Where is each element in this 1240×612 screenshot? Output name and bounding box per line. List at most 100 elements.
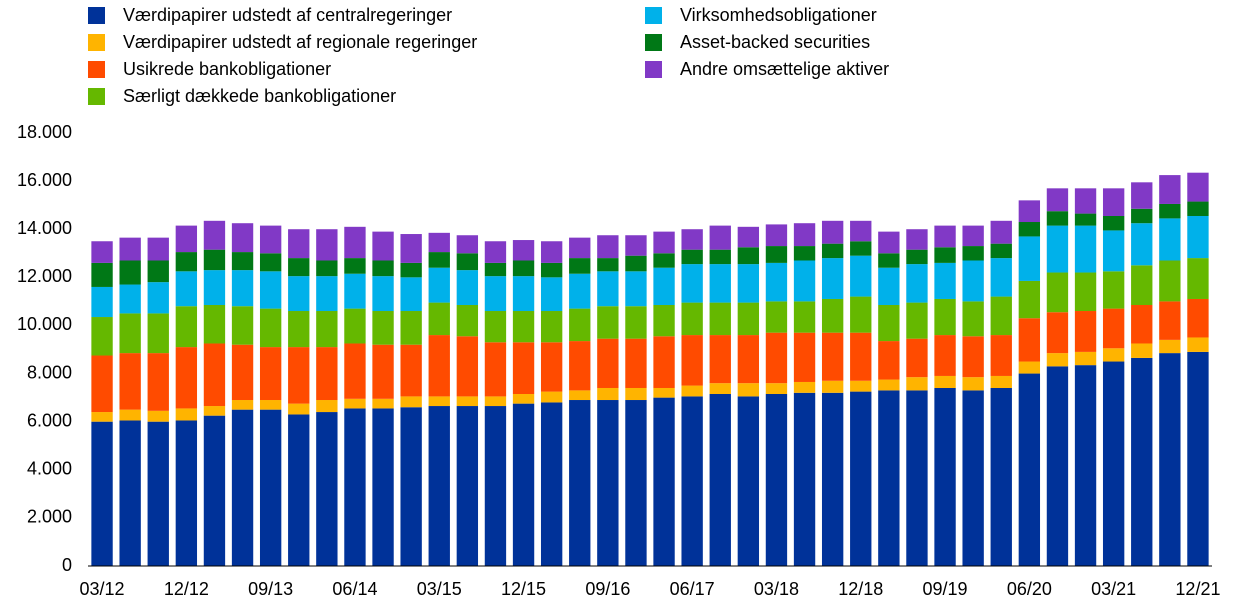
bar-segment [569,390,591,401]
bar-segment [821,220,844,244]
bar-segment [316,276,338,312]
bar-segment [1159,175,1181,204]
bar-segment [737,335,760,384]
bar-segment [203,270,226,305]
bar-segment [175,420,198,566]
bar-segment [456,304,479,337]
bar-segment [484,396,507,407]
bar-segment [540,311,563,343]
bar-segment [512,260,535,277]
bar-segment [91,421,113,566]
bar-segment [821,243,844,259]
bar-segment [878,390,900,566]
bar-segment [681,249,703,265]
bar-segment [878,341,900,380]
bar-segment [821,380,844,393]
bar-segment [1018,318,1041,362]
bar-segment [428,267,450,303]
bar-segment [288,311,310,348]
x-tick-label: 06/17 [670,579,715,599]
bar-segment [288,276,310,312]
bar-segment [653,253,675,268]
x-tick-label: 09/16 [585,579,630,599]
bar-segment [597,258,619,272]
bar-segment [456,270,479,305]
bar-segment [597,400,619,566]
bar-segment [625,306,647,339]
bar-segment [344,308,366,344]
bar-segment [91,262,113,287]
bar-segment [681,385,703,397]
bar-segment [990,296,1012,336]
bar-segment [709,383,731,395]
bar-segment [906,249,928,265]
bar-segment [709,264,731,303]
bar-segment [934,262,956,299]
bar-segment [428,335,450,397]
bar-segment [1046,225,1069,273]
bar-segment [203,343,226,407]
bar-segment [428,232,450,253]
bar-segment [1159,260,1181,302]
bar-segment [934,298,956,336]
bar-segment [681,335,703,386]
y-tick-label: 4.000 [27,459,72,479]
bar-segment [288,403,310,415]
bar-segment [456,396,479,407]
bar-segment [737,383,760,397]
bar-segment [737,396,760,566]
x-tick-label: 12/12 [164,579,209,599]
bar-segment [203,406,226,416]
bar-segment [175,252,198,272]
bar-segment [906,338,928,378]
bar-segment [765,262,788,302]
bar-segment [203,220,226,250]
bar-segment [1187,258,1209,299]
legend-label: Andre omsættelige aktiver [680,59,889,79]
bar-segment [1102,230,1125,272]
bar-segment [709,225,731,250]
bar-segment [765,332,788,384]
bar-segment [540,342,563,392]
x-tick-label: 12/21 [1175,579,1220,599]
bar-segment [1102,188,1125,216]
bar-segment [344,273,366,309]
bar-segment [456,235,479,254]
bar-segment [231,223,254,253]
x-tick-label: 12/18 [838,579,883,599]
bar-segment [1131,343,1153,358]
bar-segment [1131,357,1153,566]
bar-segment [203,304,226,344]
bar-segment [569,308,591,342]
bar-segment [1046,366,1069,566]
bar-segment [259,347,282,401]
bar-segment [1018,236,1041,281]
bar-segment [344,408,366,566]
bar-segment [906,302,928,339]
bar-segment [1187,201,1209,216]
bar-segment [1187,351,1209,566]
bar-segment [737,247,760,265]
bar-segment [625,387,647,401]
bar-segment [962,301,984,337]
bar-segment [512,276,535,312]
bar-segment [1187,337,1209,352]
bar-segment [91,317,113,356]
bar-segment [119,260,141,285]
bar-segment [878,231,900,254]
bar-segment [540,241,563,263]
bar-segment [681,264,703,303]
bar-segment [400,311,422,345]
bar-segment [372,311,394,345]
bar-segment [653,267,675,305]
bar-segment [1018,222,1041,237]
bar-segment [288,414,310,566]
bar-segment [934,247,956,263]
bar-segment [569,273,591,309]
y-tick-label: 6.000 [27,410,72,430]
bar-segment [878,267,900,305]
bar-segment [850,380,872,392]
legend-label: Virksomhedsobligationer [680,5,877,25]
bar-segment [1074,272,1097,312]
bar-segment [91,355,113,413]
